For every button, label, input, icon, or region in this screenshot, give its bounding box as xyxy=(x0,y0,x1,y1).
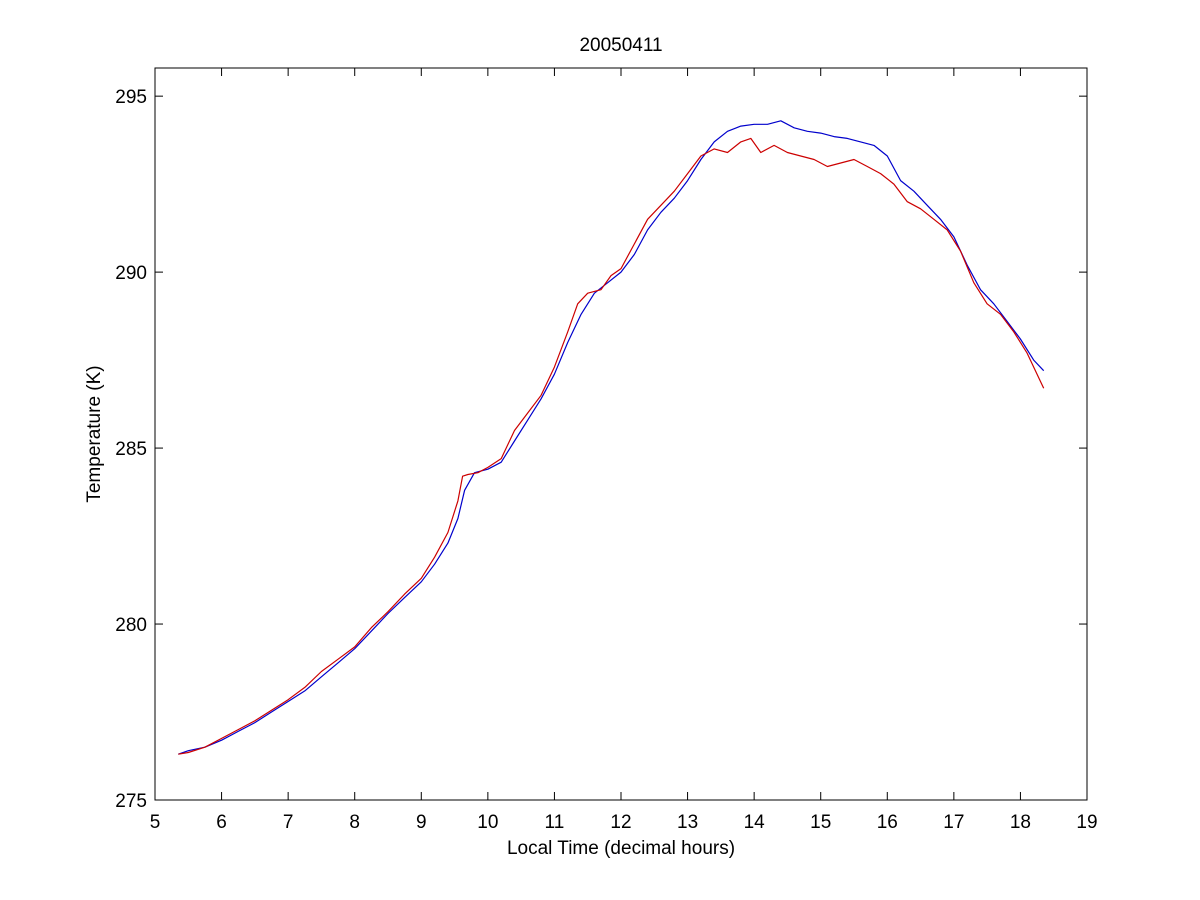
x-tick-label: 6 xyxy=(216,812,227,833)
plot-area xyxy=(154,67,1088,801)
series-layer xyxy=(178,120,1045,755)
x-tick-label: 8 xyxy=(349,812,360,833)
x-tick-label: 14 xyxy=(744,812,766,833)
y-tick-label: 290 xyxy=(115,263,147,284)
series-line-2 xyxy=(178,137,1045,755)
y-tick-label: 285 xyxy=(115,439,147,460)
y-axis-title: Temperature (K) xyxy=(84,365,105,502)
x-tick-label: 5 xyxy=(150,812,161,833)
y-tick-label: 295 xyxy=(115,87,147,108)
x-tick-label: 7 xyxy=(283,812,294,833)
x-tick-label: 19 xyxy=(1076,812,1097,833)
x-tick-label: 15 xyxy=(810,812,831,833)
y-axis-ticks: 275 280 285 290 295 xyxy=(115,87,1087,812)
x-tick-label: 9 xyxy=(416,812,427,833)
x-tick-label: 18 xyxy=(1010,812,1031,833)
x-tick-label: 16 xyxy=(877,812,898,833)
chart-title: 20050411 xyxy=(579,35,662,56)
series-line-1 xyxy=(178,120,1045,755)
x-tick-label: 17 xyxy=(943,812,964,833)
x-axis-ticks: 5 6 7 8 9 10 11 12 13 14 15 16 17 18 19 xyxy=(150,68,1098,833)
y-tick-label: 280 xyxy=(115,615,147,636)
x-tick-label: 13 xyxy=(677,812,698,833)
x-tick-label: 10 xyxy=(477,812,498,833)
x-tick-label: 11 xyxy=(545,812,565,833)
x-axis-title: Local Time (decimal hours) xyxy=(507,838,735,859)
y-tick-label: 275 xyxy=(115,791,147,812)
x-tick-label: 12 xyxy=(610,812,631,833)
